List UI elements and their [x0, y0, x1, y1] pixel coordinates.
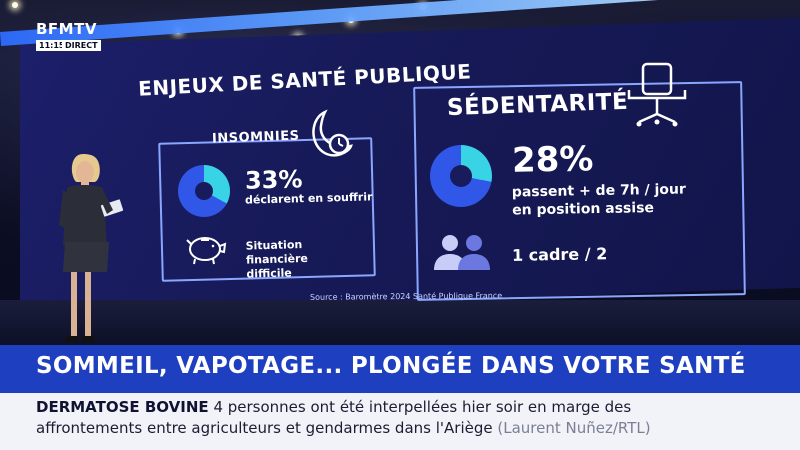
piggy-bank-icon [186, 237, 227, 265]
sedentarite-description: passent + de 7h / jour en position assis… [512, 180, 687, 219]
office-chair-icon [627, 62, 687, 127]
insomnies-donut-chart [178, 165, 230, 217]
cadre-stat: 1 cadre / 2 [511, 244, 608, 265]
ticker-line-1: DERMATOSE BOVINE 4 personnes ont été int… [36, 398, 631, 416]
sedentarite-description-line1: passent + de 7h / jour [511, 181, 686, 201]
presenter-figure [59, 154, 124, 342]
ceiling-light [12, 2, 18, 8]
channel-logo: BFMTV [36, 20, 97, 38]
clock-time: 11:15 [36, 40, 68, 51]
insomnies-title: INSOMNIES [211, 128, 300, 147]
sedentarite-description-line2: en position assise [512, 200, 655, 219]
stage-floor [0, 300, 800, 345]
headline-banner [0, 345, 800, 393]
ticker-credit: (Laurent Nuñez/RTL) [497, 419, 651, 437]
people-icon [434, 235, 490, 270]
sedentarite-donut-chart [430, 145, 492, 207]
ticker-text-1: 4 personnes ont été interpellées hier so… [213, 398, 632, 416]
news-ticker [0, 393, 800, 450]
ticker-line-2: affrontements entre agriculteurs et gend… [36, 419, 651, 437]
source-note: Source : Baromètre 2024 Santé Publique F… [309, 291, 503, 302]
headline-text: SOMMEIL, VAPOTAGE... PLONGÉE DANS VOTRE … [36, 353, 746, 379]
ticker-tag: DERMATOSE BOVINE [36, 398, 209, 416]
live-label: DIRECT [62, 40, 101, 51]
financial-situation-label: Situation financière difficile [245, 236, 366, 281]
insomnies-percent: 33% [244, 165, 303, 195]
ticker-text-2: affrontements entre agriculteurs et gend… [36, 419, 493, 437]
studio-background [0, 0, 800, 345]
sedentarite-percent: 28% [511, 139, 594, 181]
moon-clock-icon [312, 109, 353, 157]
financial-label-line1: Situation financière [245, 238, 309, 267]
